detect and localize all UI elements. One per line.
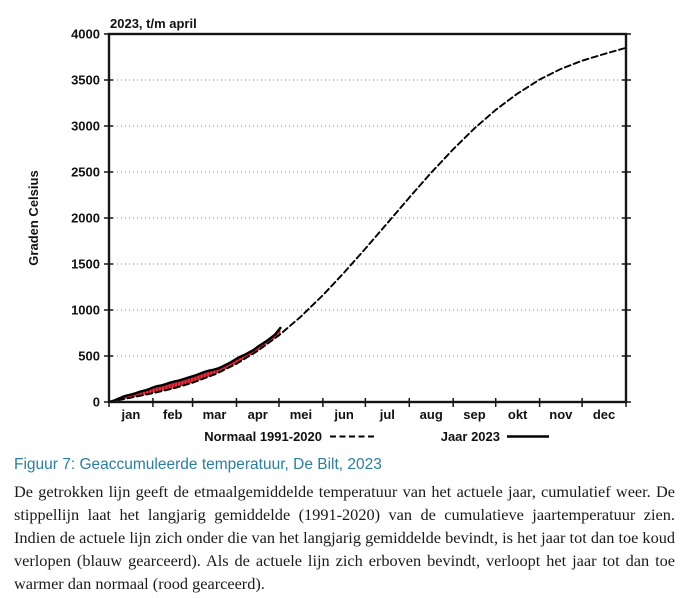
y-axis-label: Graden Celsius: [26, 170, 41, 265]
chart-legend: Normaal 1991-2020 Jaar 2023: [204, 429, 549, 444]
x-tick-label: jan: [121, 407, 141, 422]
y-tick-label: 0: [93, 395, 100, 410]
year-2023-line: [107, 326, 282, 404]
y-tick-label: 2500: [71, 165, 100, 180]
normal-1991-2020-line: [108, 46, 627, 403]
chart-title: 2023, t/m april: [110, 16, 197, 31]
x-tick-label: apr: [248, 407, 268, 422]
y-tick-label: 1500: [71, 257, 100, 272]
y-tick-label: 3500: [71, 73, 100, 88]
x-tick-label: sep: [463, 407, 485, 422]
y-tick-label: 4000: [71, 27, 100, 42]
chart-area: jan feb mar apr mei jun jul aug sep okt nov dec 0 500…: [26, 16, 631, 444]
x-tick-label: mei: [290, 407, 312, 422]
x-tick-label: nov: [549, 407, 573, 422]
x-tick-label: dec: [593, 407, 615, 422]
warmer-than-normal-area: [109, 327, 281, 402]
x-tick-label: okt: [508, 407, 528, 422]
legend-label-year: Jaar 2023: [441, 429, 500, 444]
figure-description: De getrokken lijn geeft de etmaalgemidde…: [14, 482, 675, 593]
x-tick-label: jun: [333, 407, 354, 422]
y-tick-label: 3000: [71, 119, 100, 134]
figure-caption: Figuur 7: Geaccumuleerde temperatuur, De…: [14, 456, 382, 473]
y-tick-label: 500: [78, 349, 100, 364]
legend-label-normal: Normaal 1991-2020: [204, 429, 322, 444]
y-tick-label: 2000: [71, 211, 100, 226]
x-tick-label: feb: [163, 407, 183, 422]
accumulated-temperature-chart: jan feb mar apr mei jun jul aug sep okt nov dec 0 500…: [26, 16, 631, 444]
x-tick-label: aug: [420, 407, 443, 422]
x-tick-label: jul: [379, 407, 395, 422]
y-tick-label: 1000: [71, 303, 100, 318]
x-tick-label: mar: [203, 407, 227, 422]
plot-frame: [107, 32, 628, 404]
